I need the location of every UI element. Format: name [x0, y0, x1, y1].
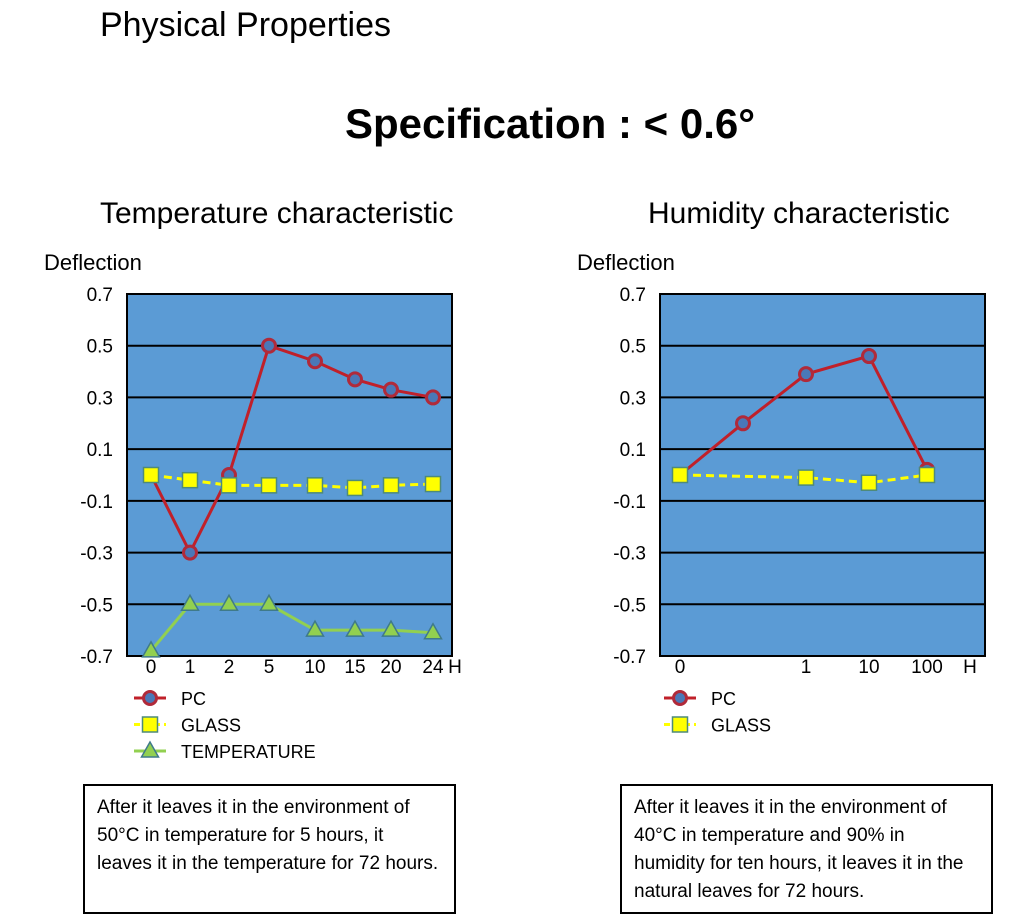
humidity-x-axis-unit: H [963, 657, 977, 678]
note-temperature: After it leaves it in the environment of… [83, 784, 456, 914]
y-axis-label-humidity: Deflection [577, 250, 675, 275]
temperature-temperature-point [259, 593, 279, 612]
temperature-pc-point [383, 381, 399, 398]
temperature-legend-pc-marker [142, 690, 158, 706]
temperature-pc-point [182, 544, 198, 561]
temperature-y-tick-label: -0.5 [80, 595, 113, 616]
temperature-pc-point [347, 371, 363, 388]
temperature-temperature-point [305, 619, 325, 637]
humidity-pc-point [798, 366, 814, 383]
temperature-y-tick-label: 0.7 [87, 285, 113, 306]
humidity-y-tick-label: 0.3 [620, 388, 646, 409]
temperature-legend-temperature-label: TEMPERATURE [181, 742, 316, 762]
temperature-legend-glass-marker [141, 716, 159, 733]
temperature-temperature-point [219, 593, 239, 612]
temperature-x-tick-label: 10 [304, 657, 325, 678]
humidity-glass-line [679, 473, 928, 485]
specification-heading: Specification : < 0.6° [344, 100, 756, 147]
humidity-y-tick-label: 0.5 [620, 337, 646, 358]
humidity-y-tick-label: -0.7 [613, 647, 646, 668]
temperature-glass-point [306, 477, 324, 494]
humidity-glass-point [918, 466, 936, 484]
humidity-y-tick-label: 0.7 [620, 285, 646, 306]
humidity-pc-point [861, 348, 877, 365]
temperature-pc-point [307, 353, 323, 370]
humidity-y-tick-label: -0.1 [613, 492, 646, 513]
temperature-x-tick-label: 1 [185, 657, 196, 678]
humidity-legend-pc-marker [672, 690, 688, 706]
humidity-glass-point [860, 474, 878, 492]
note-humidity: After it leaves it in the environment of… [620, 784, 993, 914]
temperature-x-tick-label: 2 [224, 657, 235, 678]
y-axis-label-temperature: Deflection [44, 250, 142, 275]
temperature-y-tick-label: 0.3 [87, 388, 113, 409]
temperature-legend-pc-label: PC [181, 689, 206, 709]
temperature-glass-point [346, 479, 364, 497]
temperature-pc-point [425, 389, 441, 406]
temperature-y-tick-label: 0.1 [87, 440, 113, 461]
temperature-y-tick-label: -0.7 [80, 647, 113, 668]
temperature-glass-point [181, 471, 199, 489]
temperature-temperature-point [141, 640, 161, 658]
temperature-glass-point [382, 477, 400, 494]
humidity-y-tick-label: 0.1 [620, 440, 646, 461]
page-title: Physical Properties [100, 6, 392, 44]
temperature-temperature-line [149, 602, 434, 652]
temperature-y-tick-label: 0.5 [87, 337, 113, 358]
temperature-x-tick-label: 5 [264, 657, 275, 678]
temperature-temperature-point [345, 619, 365, 637]
temperature-x-tick-label: 20 [380, 657, 401, 678]
humidity-legend-pc-label: PC [711, 689, 736, 709]
temperature-x-axis-unit: H [448, 657, 462, 678]
temperature-glass-point [142, 466, 160, 484]
humidity-glass-point [797, 469, 815, 486]
humidity-x-tick-label: 10 [858, 657, 879, 678]
temperature-temperature-point [381, 619, 401, 637]
temperature-legend-temperature-marker [140, 740, 160, 758]
temperature-glass-point [424, 475, 442, 493]
temperature-pc-point [261, 337, 277, 354]
chart-title-humidity: Humidity characteristic [648, 197, 950, 230]
temperature-x-tick-label: 15 [344, 657, 365, 678]
chart-title-temperature: Temperature characteristic [100, 197, 454, 230]
humidity-legend-glass-marker [671, 716, 689, 733]
humidity-x-tick-label: 0 [675, 657, 686, 678]
temperature-glass-point [220, 477, 238, 494]
temperature-x-tick-label: 0 [146, 657, 157, 678]
humidity-y-tick-label: -0.5 [613, 595, 646, 616]
temperature-y-tick-label: -0.1 [80, 492, 113, 513]
humidity-x-tick-label: 100 [911, 657, 943, 678]
temperature-temperature-point [180, 593, 200, 612]
humidity-x-tick-label: 1 [801, 657, 812, 678]
temperature-temperature-point [423, 622, 443, 640]
temperature-glass-point [260, 477, 278, 494]
temperature-x-tick-label: 24 [422, 657, 444, 678]
humidity-y-tick-label: -0.3 [613, 544, 646, 565]
temperature-y-tick-label: -0.3 [80, 544, 113, 565]
humidity-glass-point [671, 466, 689, 484]
humidity-pc-point [735, 415, 751, 432]
temperature-plot-area [126, 293, 453, 657]
temperature-legend-glass-label: GLASS [181, 716, 241, 736]
humidity-legend-glass-label: GLASS [711, 716, 771, 736]
